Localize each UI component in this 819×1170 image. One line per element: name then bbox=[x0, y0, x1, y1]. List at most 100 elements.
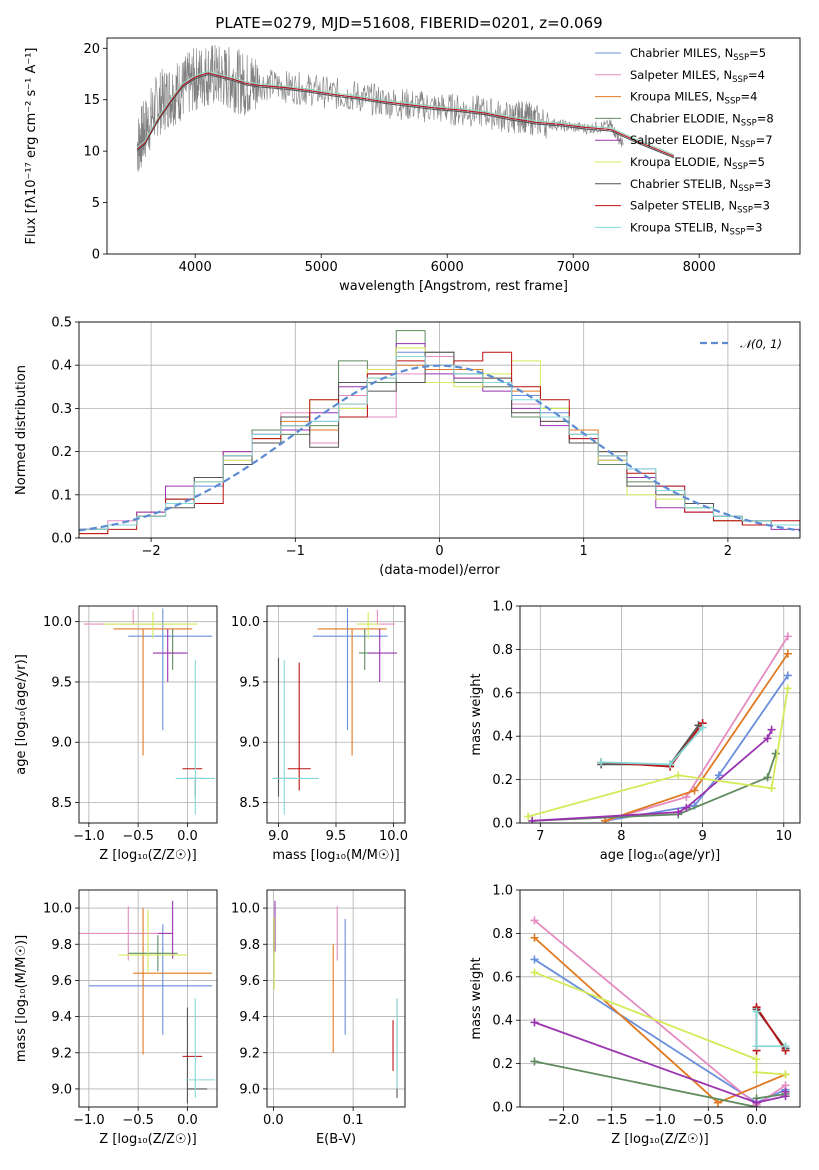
plus-marker bbox=[767, 725, 776, 734]
plus-marker bbox=[781, 1087, 790, 1096]
y-tick-label: 20 bbox=[83, 42, 100, 57]
x-tick-label: −2 bbox=[142, 544, 161, 559]
legend-entry: Chabrier STELIB, NSSP=3 bbox=[630, 177, 771, 194]
x-tick-label: 7 bbox=[536, 829, 544, 844]
legend-subscript: SSP bbox=[737, 206, 753, 216]
legend-entry: 𝒩(0, 1) bbox=[740, 337, 782, 351]
x-tick-label: 9.0 bbox=[268, 829, 289, 844]
plus-marker bbox=[763, 773, 772, 782]
x-tick-label: 0.1 bbox=[343, 1113, 364, 1128]
legend-entry: Chabrier MILES, NSSP=5 bbox=[630, 46, 766, 63]
model-spectrum-line bbox=[136, 70, 675, 156]
y-tick-label: 9.2 bbox=[239, 1046, 260, 1061]
x-tick-label: −0.5 bbox=[122, 1113, 154, 1128]
y-tick-label: 9.6 bbox=[51, 974, 72, 989]
legend-entry: Salpeter MILES, NSSP=4 bbox=[630, 68, 765, 85]
x-tick-label: 10 bbox=[775, 829, 792, 844]
axes-frame bbox=[78, 889, 218, 1108]
plus-marker bbox=[783, 684, 792, 693]
plus-marker bbox=[682, 792, 691, 801]
y-tick-label: 10.0 bbox=[43, 902, 72, 917]
panel-spectrum: 4000 5000 6000 7000 8000 0 5 10 15 20 wavelength [… bbox=[24, 37, 801, 294]
x-tick-label: −0.5 bbox=[122, 829, 154, 844]
mass-weight-line bbox=[534, 971, 786, 1076]
plus-marker bbox=[528, 816, 537, 823]
x-tick-label: −1.5 bbox=[596, 1113, 628, 1128]
y-tick-label: 0.3 bbox=[51, 402, 72, 417]
plus-marker bbox=[752, 1007, 761, 1016]
legend-subscript: SSP bbox=[725, 97, 741, 107]
x-axis-label: Z [log₁₀(Z/Z☉)] bbox=[99, 848, 196, 863]
legend-name: Chabrier ELODIE, N bbox=[630, 111, 741, 125]
plus-marker bbox=[752, 1068, 761, 1077]
x-tick-label: 4000 bbox=[179, 260, 212, 275]
y-tick-label: 0.0 bbox=[492, 817, 513, 832]
x-tick-label: 8 bbox=[617, 829, 625, 844]
plus-marker bbox=[530, 1018, 539, 1027]
x-tick-label: 9 bbox=[698, 829, 706, 844]
plus-marker bbox=[781, 1042, 790, 1051]
y-tick-label: 9.0 bbox=[51, 736, 72, 751]
y-tick-label: 1.0 bbox=[492, 884, 513, 899]
y-tick-label: 0.6 bbox=[492, 686, 513, 701]
y-tick-label: 9.5 bbox=[239, 675, 260, 690]
axes-frame bbox=[266, 889, 406, 1108]
plus-marker bbox=[690, 786, 699, 795]
x-tick-label: 8000 bbox=[683, 260, 716, 275]
panel-age_vs_mass: 9.0 9.5 10.0 8.5 9.0 9.5 10.0 mass [log₁₀(M/M☉)… bbox=[231, 605, 408, 863]
axes-frame bbox=[519, 605, 801, 824]
y-tick-label: 0.5 bbox=[51, 316, 72, 331]
legend-name: Salpeter MILES, N bbox=[630, 68, 732, 82]
y-axis-label: age [log₁₀(age/yr)] bbox=[14, 654, 29, 775]
legend-subscript: SSP bbox=[738, 184, 754, 194]
gaussian-reference-curve bbox=[79, 364, 800, 532]
y-tick-label: 15 bbox=[83, 93, 100, 108]
mass-weight-line bbox=[755, 1004, 787, 1052]
panel-mass_vs_ebv: 0.0 0.1 9.0 9.2 9.4 9.6 9.8 10.0 E(B-V) bbox=[231, 889, 406, 1147]
legend-subscript: SSP bbox=[732, 75, 748, 85]
y-tick-label: 10.0 bbox=[43, 615, 72, 630]
plus-marker bbox=[783, 632, 792, 641]
mass-weight-line bbox=[532, 753, 777, 822]
plus-marker bbox=[530, 1057, 539, 1066]
x-tick-label: −2.0 bbox=[548, 1113, 580, 1128]
plus-marker bbox=[752, 1042, 761, 1051]
x-axis-label: (data-model)/error bbox=[379, 563, 500, 578]
x-tick-label: −1 bbox=[286, 544, 305, 559]
x-tick-label: −1.0 bbox=[73, 1113, 105, 1128]
mass-weight-line bbox=[601, 726, 704, 766]
y-tick-label: 0.0 bbox=[51, 532, 72, 547]
x-tick-label: 5000 bbox=[305, 260, 338, 275]
legend-suffix: =3 bbox=[754, 177, 771, 191]
legend-name: Chabrier MILES, N bbox=[630, 46, 733, 60]
panel-mass_weight_vs_Z: −2.0 −1.5 −1.0 −0.5 0.0 0.0 0.2 0.4 0.6 0.8 1.0 Z [… bbox=[469, 884, 801, 1147]
axes-frame bbox=[78, 605, 218, 824]
plus-marker bbox=[771, 749, 780, 758]
legend-suffix: =3 bbox=[753, 199, 770, 213]
plus-marker bbox=[783, 649, 792, 658]
x-tick-label: 0.0 bbox=[263, 1113, 284, 1128]
legend-subscript: SSP bbox=[730, 227, 746, 237]
y-tick-label: 0.1 bbox=[51, 488, 72, 503]
y-tick-label: 9.0 bbox=[239, 736, 260, 751]
x-tick-label: 2 bbox=[724, 544, 732, 559]
plus-marker bbox=[674, 808, 683, 817]
y-tick-label: 9.0 bbox=[51, 1082, 72, 1097]
x-tick-label: 0.0 bbox=[746, 1113, 767, 1128]
plus-marker bbox=[781, 1070, 790, 1079]
plot-area bbox=[79, 330, 800, 538]
mass-weight-line bbox=[527, 688, 789, 818]
legend-name: Chabrier STELIB, N bbox=[630, 177, 738, 191]
y-tick-label: 9.8 bbox=[239, 938, 260, 953]
panel-age_vs_Z: −1.0 −0.5 0.0 8.5 9.0 9.5 10.0 Z [log₁₀(Z/Z☉)] a… bbox=[14, 605, 218, 863]
y-tick-label: 0.0 bbox=[492, 1101, 513, 1116]
x-tick-label: −0.5 bbox=[692, 1113, 724, 1128]
y-tick-label: 10.0 bbox=[231, 902, 260, 917]
legend-subscript: SSP bbox=[741, 118, 757, 128]
axes-frame bbox=[106, 37, 801, 255]
plot-area bbox=[79, 900, 216, 1104]
plot-area bbox=[273, 900, 398, 1098]
plus-marker bbox=[714, 771, 723, 780]
legend-entry: Kroupa STELIB, NSSP=3 bbox=[630, 220, 762, 237]
